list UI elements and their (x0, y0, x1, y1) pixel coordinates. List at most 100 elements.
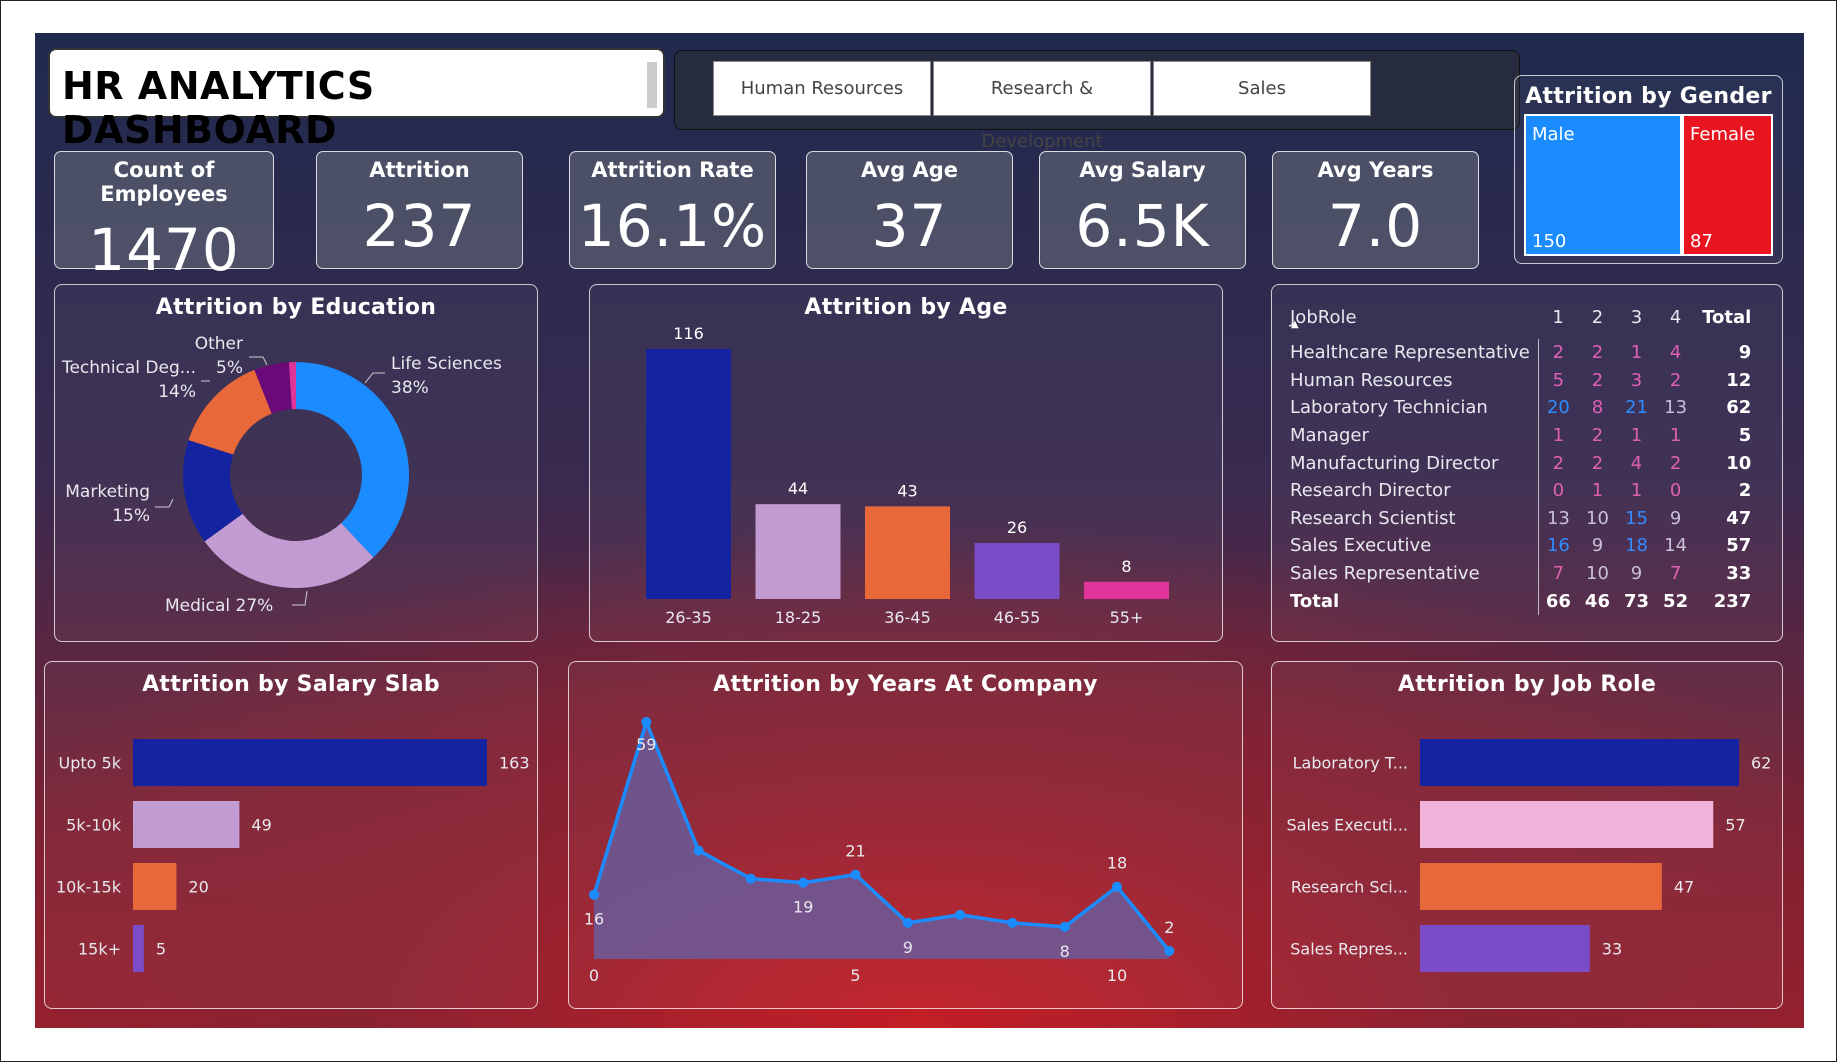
column-header-total[interactable]: Total (1702, 306, 1752, 328)
jobrole-bar[interactable] (1420, 863, 1662, 910)
age-data-label: 44 (788, 479, 808, 498)
salary-bar[interactable] (133, 801, 240, 848)
row-label: Total (1282, 587, 1539, 615)
column-header-1[interactable]: 1 (1552, 306, 1564, 328)
kpi-value: 16.1% (577, 192, 768, 260)
kpi-avg-years: Avg Years 7.0 (1272, 151, 1479, 269)
row-total-cell: 9 (1738, 342, 1752, 364)
table-cell: 1 (1630, 342, 1643, 364)
years-point[interactable] (798, 877, 809, 888)
gender-female-tile[interactable]: Female 87 (1682, 114, 1773, 256)
table-row[interactable]: Research Scientist 13 10 15 9 47 (1282, 504, 1758, 533)
slicer-option-sales[interactable]: Sales (1153, 61, 1371, 116)
donut-slice[interactable] (188, 369, 272, 455)
years-point[interactable] (1007, 917, 1018, 928)
years-point[interactable] (902, 917, 913, 928)
row-label: Healthcare Representative (1282, 339, 1539, 367)
slicer-option-research-development[interactable]: Research & Development (933, 61, 1151, 152)
donut-slice[interactable] (296, 362, 410, 558)
years-point[interactable] (745, 873, 756, 884)
row-total-cell: 47 (1726, 507, 1752, 529)
slicer-option-human-resources[interactable]: Human Resources (713, 61, 931, 116)
years-point[interactable] (641, 717, 652, 727)
leader-line[interactable] (364, 372, 385, 384)
salary-bar[interactable] (133, 863, 177, 910)
gender-female-value: 87 (1690, 231, 1713, 252)
job-role-bar-chart: Laboratory T... 62 Sales Executi... 57 Resea… (1286, 739, 1771, 972)
jobrole-category-label: Sales Executi... (1286, 816, 1408, 835)
jobrole-category-label: Research Sci... (1291, 878, 1408, 897)
years-title: Attrition by Years At Company (713, 672, 1098, 697)
table-cell: 2 (1591, 425, 1604, 447)
salary-bar[interactable] (133, 739, 487, 786)
age-category-label: 55+ (1110, 608, 1144, 627)
donut-label: Medical 27% (165, 596, 273, 616)
years-area-chart: 16 59 19 21 9 8 18 2 0 5 10 (584, 716, 1175, 985)
table-cell: 2 (1591, 342, 1604, 364)
age-bar[interactable] (755, 504, 841, 599)
table-row[interactable]: Sales Executive 16 9 18 14 57 (1282, 532, 1758, 560)
years-point[interactable] (1164, 945, 1175, 956)
kpi-value: 6.5K (1075, 192, 1210, 260)
table-row[interactable]: Laboratory Technician 20 8 21 13 62 (1282, 394, 1758, 422)
donut-slice[interactable] (183, 440, 243, 542)
table-row[interactable]: Manufacturing Director 2 2 4 2 10 (1282, 449, 1758, 477)
table-cell: 52 (1663, 590, 1689, 612)
leader-line[interactable] (292, 590, 308, 606)
title-scrollbar[interactable] (647, 62, 657, 108)
leader-line[interactable] (155, 498, 174, 508)
jobrole-bar[interactable] (1420, 739, 1739, 786)
years-point[interactable] (850, 869, 861, 880)
table-total-row[interactable]: Total 66 46 73 52 237 (1282, 587, 1758, 615)
age-bar[interactable] (646, 349, 731, 599)
jobrole-bar[interactable] (1420, 925, 1590, 972)
gender-male-tile[interactable]: Male 150 (1524, 114, 1682, 256)
table-cell: 15 (1625, 507, 1648, 529)
years-line[interactable] (592, 716, 1171, 953)
years-data-label: 8 (1060, 942, 1070, 961)
attrition-by-age-panel: Attrition by Age 116 26-35 44 18-25 43 36-45 2… (589, 284, 1223, 642)
column-header-4[interactable]: 4 (1669, 306, 1682, 328)
age-category-label: 26-35 (665, 608, 712, 627)
table-row[interactable]: Manager 1 2 1 1 5 (1282, 421, 1758, 450)
row-label: Laboratory Technician (1282, 394, 1539, 422)
row-total-cell: 2 (1738, 480, 1752, 502)
table-row[interactable]: Human Resources 5 2 3 2 12 (1282, 366, 1758, 395)
table-cell: 4 (1630, 452, 1643, 474)
column-header-jobrole[interactable]: JobRole (1290, 306, 1357, 328)
salary-data-label: 5 (156, 940, 166, 959)
table-cell: 0 (1552, 480, 1565, 502)
years-point[interactable] (1059, 921, 1070, 932)
sort-ascending-icon[interactable]: ▲ (1291, 319, 1299, 330)
years-point[interactable] (693, 845, 704, 856)
age-bar-chart: 116 26-35 44 18-25 43 36-45 26 46-55 8 55+ (646, 324, 1169, 627)
column-header-2[interactable]: 2 (1591, 306, 1604, 328)
jobrole-matrix-table: JobRole 1 2 3 4 Total Healthcare Represe… (1282, 295, 1758, 615)
table-row[interactable]: Healthcare Representative 2 2 1 4 9 (1282, 339, 1758, 367)
salary-bar[interactable] (133, 925, 144, 972)
column-header-3[interactable]: 3 (1630, 306, 1643, 328)
age-data-label: 116 (673, 324, 704, 343)
years-point[interactable] (955, 909, 966, 920)
donut-slice[interactable] (288, 362, 296, 410)
age-bar[interactable] (865, 506, 950, 599)
age-bar[interactable] (1084, 581, 1169, 599)
gender-title: Attrition by Gender (1525, 84, 1772, 109)
table-cell: 46 (1584, 590, 1610, 612)
jobrole-bar[interactable] (1420, 801, 1714, 848)
donut-slice[interactable] (204, 513, 374, 588)
age-bar[interactable] (974, 542, 1060, 599)
row-total-cell: 33 (1726, 563, 1752, 585)
table-row[interactable]: Research Director 0 1 1 0 2 (1282, 476, 1758, 505)
dashboard-canvas: HR ANALYTICS DASHBOARD Human Resources R… (35, 33, 1804, 1028)
table-header-row: JobRole 1 2 3 4 Total (1282, 295, 1758, 339)
gender-female-label: Female (1690, 124, 1756, 145)
years-point[interactable] (1112, 881, 1122, 892)
row-label: Sales Executive (1282, 532, 1539, 560)
years-point[interactable] (589, 889, 599, 900)
leader-line[interactable] (249, 356, 268, 366)
years-area-fill[interactable] (594, 722, 1170, 959)
row-label: Manufacturing Director (1282, 449, 1539, 477)
donut-slice[interactable] (254, 362, 292, 414)
table-row[interactable]: Sales Representative 7 10 9 7 33 (1282, 559, 1758, 588)
